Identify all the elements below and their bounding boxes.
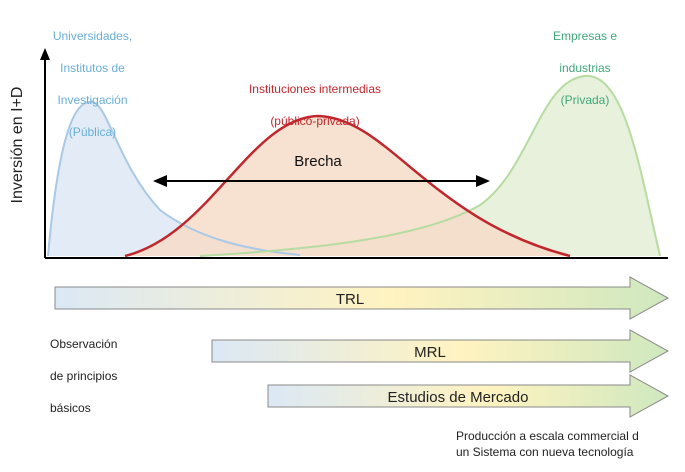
public-curve-area [48,101,300,256]
start-note-line: básicos [50,401,91,415]
market-studies-arrow [267,374,670,418]
mrl-label: MRL [414,344,446,361]
end-note-line: Producción a escala commercial d [456,429,639,443]
end-note-line: un Sistema con nueva tecnología [456,445,634,459]
private-curve-area [200,75,660,256]
gap-arrow-left-head [153,175,167,187]
public-sector-label: Universidades, Institutos de Investigaci… [30,12,155,156]
private-label-line: Empresas e [552,29,618,43]
y-axis-arrowhead [40,48,50,60]
private-label-line: (Privada) [560,93,610,107]
market-studies-label: Estudios de Mercado [388,389,529,406]
y-axis-label: Inversión en I+D [9,87,26,204]
intermediate-label-line: Instituciones intermedias [248,82,382,96]
trl-label: TRL [336,291,364,308]
intermediate-sector-label: Instituciones intermedias (público-priva… [215,65,415,145]
public-curve [47,100,301,257]
public-label-line: Universidades, [52,29,133,43]
private-sector-label: Empresas e industrias (Privada) [520,12,650,124]
mrl-arrow [211,329,670,373]
start-note-line: Observación [50,337,118,351]
gap-arrow-right-head [476,175,490,187]
intermediate-label-line: (público-privada) [270,114,360,128]
private-label-line: industrias [559,61,611,75]
public-label-line: (Pública) [68,125,117,139]
intermediate-curve [124,114,571,258]
private-curve [199,74,661,257]
public-label-line: Institutos de [60,61,125,75]
end-note: Producción a escala commercial d un Sist… [456,428,685,460]
public-label-line: Investigación [57,93,128,107]
start-note: Observación de principios básicos [50,320,200,432]
start-note-line: de principios [50,369,118,383]
intermediate-curve-area [125,116,570,256]
gap-label: Brecha [294,153,342,170]
trl-arrow [54,276,670,320]
